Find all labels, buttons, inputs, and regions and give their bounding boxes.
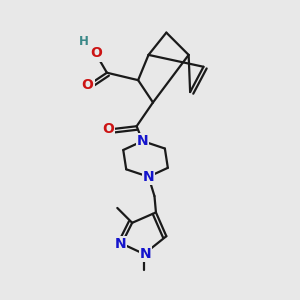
Text: O: O (82, 78, 94, 92)
Text: N: N (140, 247, 152, 261)
Text: N: N (137, 134, 148, 148)
Text: N: N (115, 237, 126, 250)
Text: O: O (102, 122, 114, 136)
Text: H: H (79, 35, 89, 48)
Text: N: N (143, 170, 154, 184)
Text: O: O (91, 46, 102, 60)
